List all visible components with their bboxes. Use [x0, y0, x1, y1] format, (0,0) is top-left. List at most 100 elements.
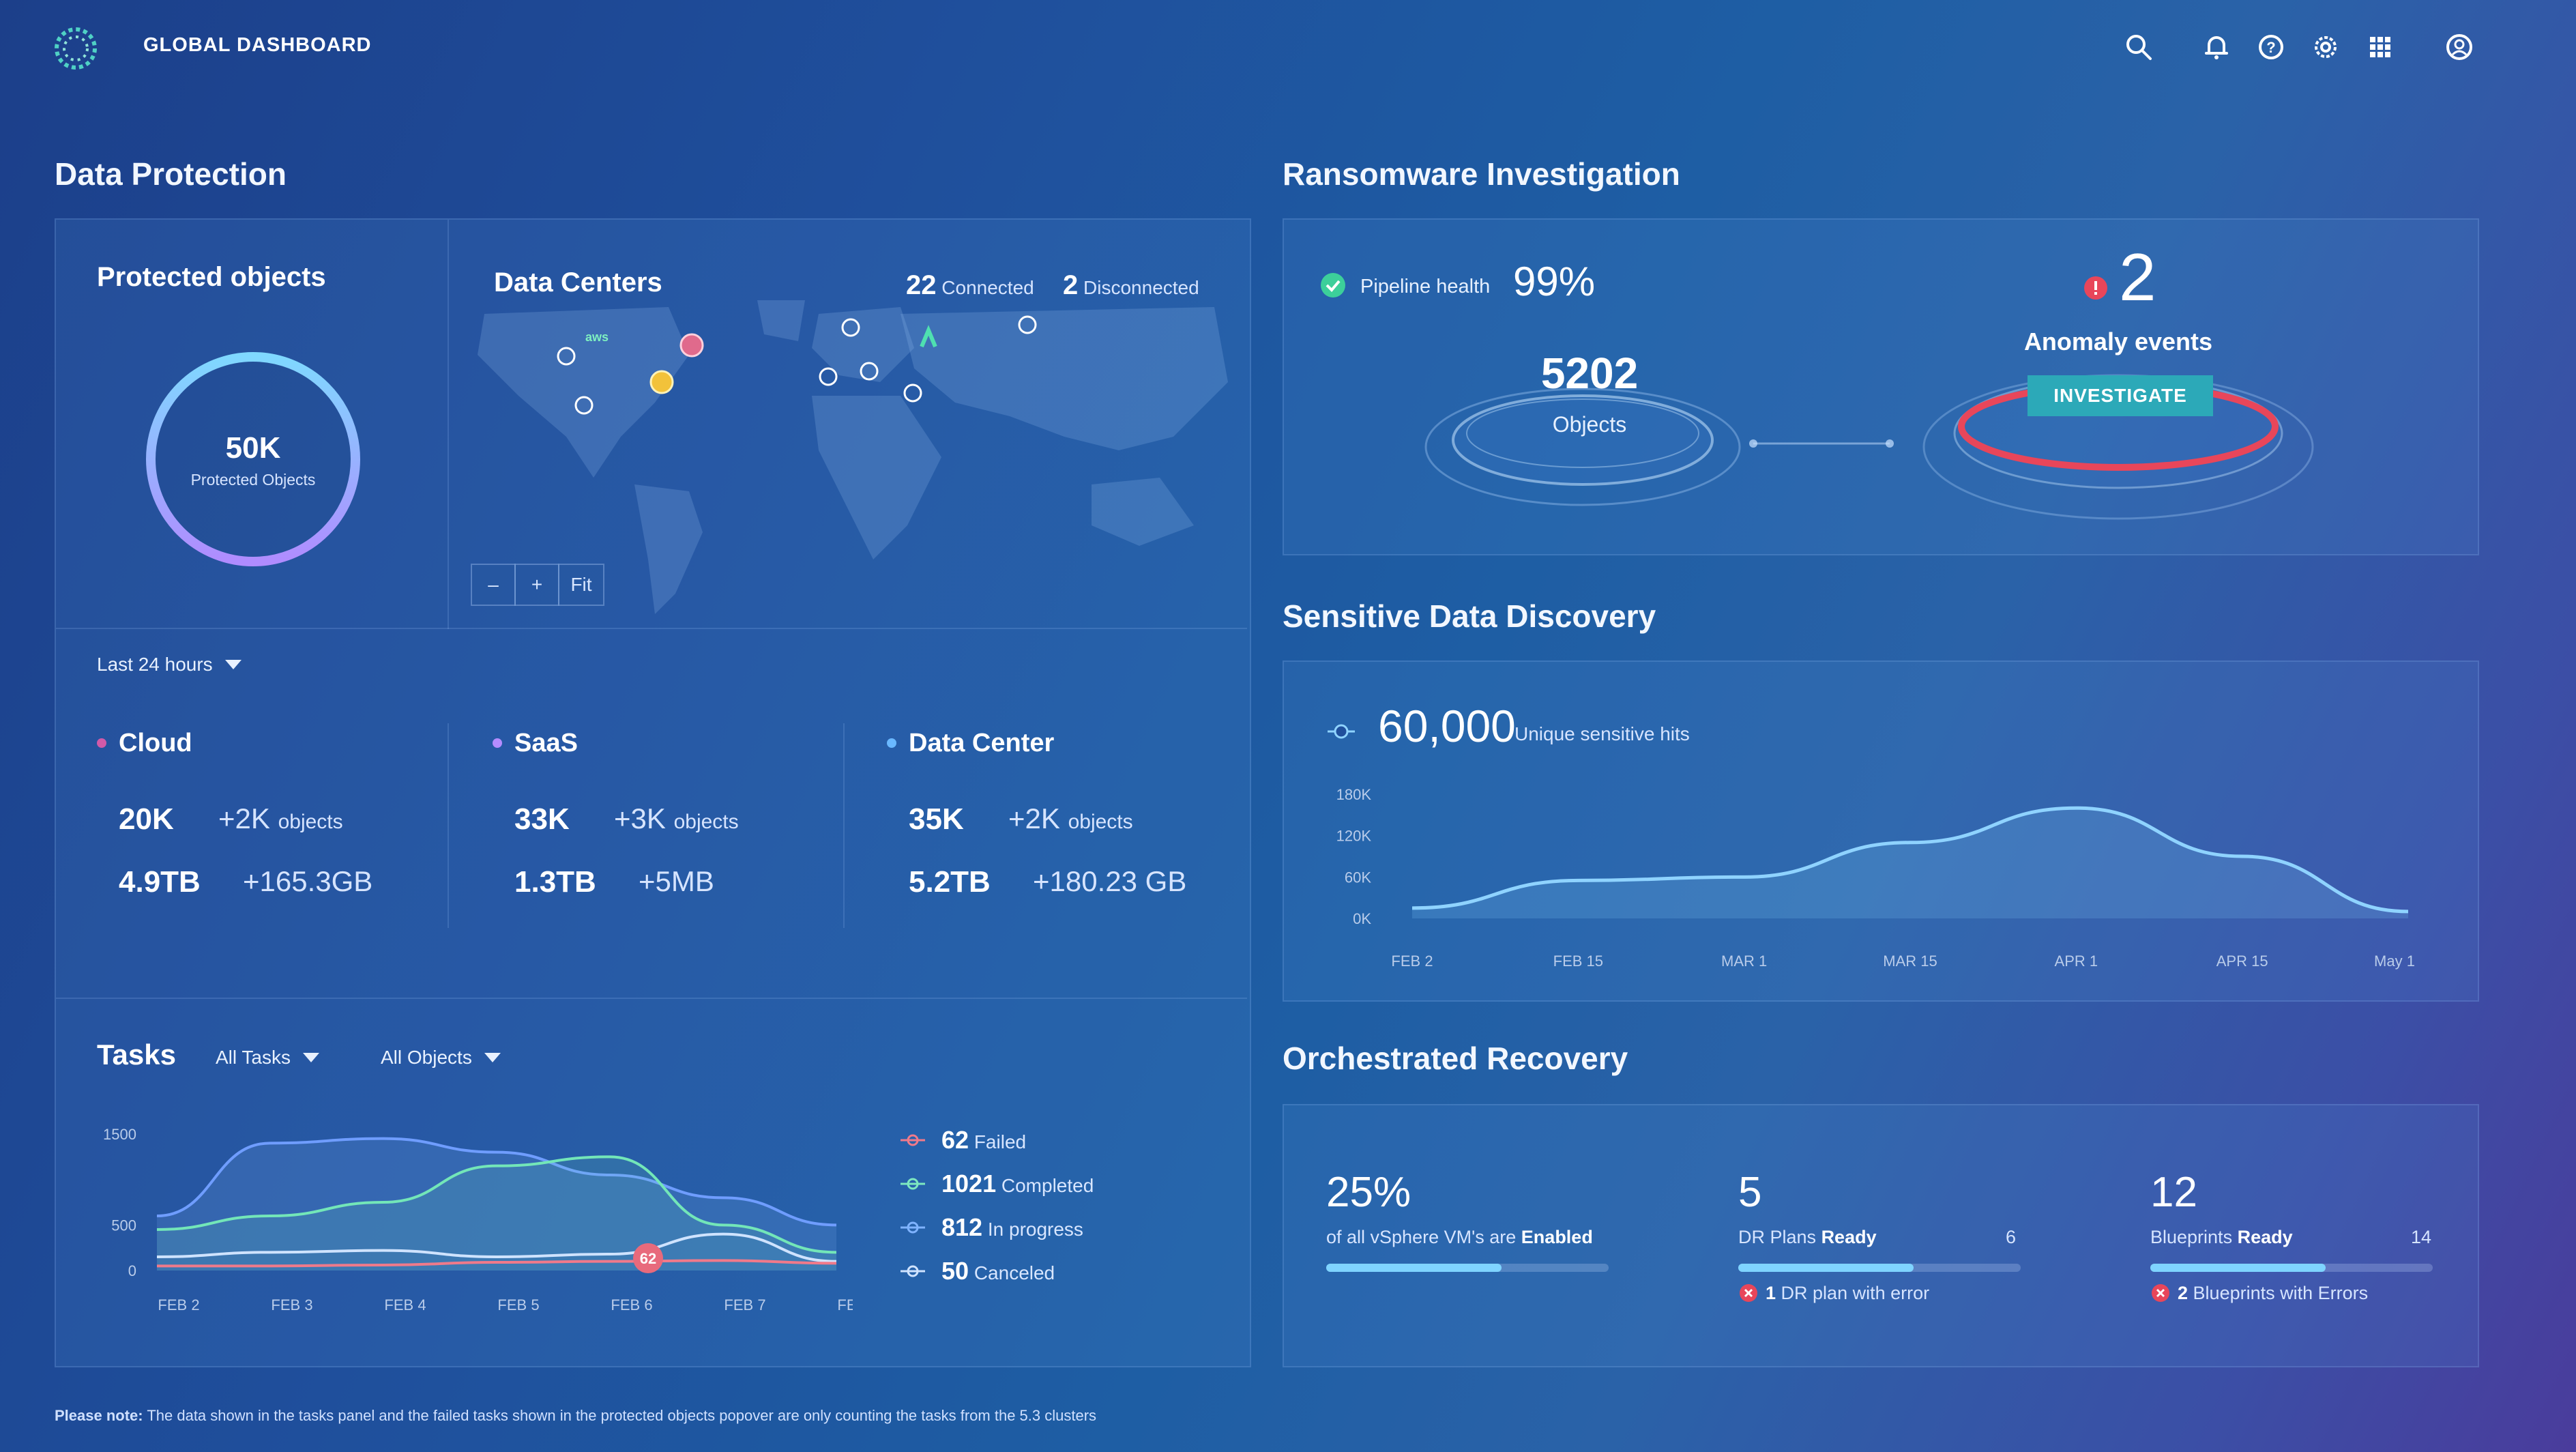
y-tick-label: 0K [1353, 910, 1371, 927]
chevron-down-icon [224, 660, 241, 669]
sensitive-label: Unique sensitive hits [1514, 723, 1690, 744]
fit-button[interactable]: Fit [558, 564, 604, 606]
sensitive-chart[interactable]: 180K 120K 60K 0K FEB 2 FEB 15 MAR 1 MAR 15 APR 1… [1317, 778, 2435, 983]
bp-error-label[interactable]: 2 Blueprints with Errors [2178, 1283, 2369, 1303]
bell-icon[interactable] [2199, 30, 2234, 64]
investigate-button[interactable]: INVESTIGATE [2028, 375, 2213, 416]
sensitive-legend-icon [1328, 724, 1355, 739]
tasks-title: Tasks [97, 1039, 176, 1071]
series-area [157, 1138, 836, 1270]
logo-icon[interactable] [49, 22, 102, 75]
objects-ring [1424, 388, 1741, 506]
category-count-delta: +3K objects [614, 802, 739, 834]
x-tick-label: FEB 3 [271, 1296, 312, 1313]
category-count: 35K [909, 802, 964, 836]
zoom-out-button[interactable]: – [471, 564, 516, 606]
canceled-legend-icon [901, 1265, 925, 1277]
x-tick-label: FEB 8 [837, 1296, 853, 1313]
failed-badge-label: 62 [640, 1250, 656, 1267]
bp-label: Blueprints Ready [2150, 1227, 2293, 1247]
x-tick-label: MAR 15 [1883, 953, 1937, 970]
time-filter-dropdown[interactable]: Last 24 hours [97, 654, 241, 676]
objects-value: 5202 [1540, 349, 1639, 398]
chevron-down-icon [484, 1053, 501, 1062]
protected-objects-donut[interactable] [141, 347, 366, 572]
x-tick-label: May 1 [2374, 953, 2415, 970]
world-map[interactable] [464, 300, 1242, 621]
pipeline-health-value: 99% [1513, 259, 1596, 304]
in-progress-legend-icon [901, 1221, 925, 1234]
data-centers-title: Data Centers [494, 267, 662, 297]
bp-value: 12 [2150, 1169, 2197, 1216]
tasks-chart[interactable]: 1500 500 0 62 FEB 2 FEB 3 FEB 4 FEB 5 FEB 6 FEB 7… [89, 1112, 853, 1331]
all-tasks-label: All Tasks [216, 1047, 291, 1068]
cloud-dot-icon [97, 738, 106, 748]
help-icon[interactable]: ? [2254, 30, 2288, 64]
anomaly-label: Anomaly events [2023, 328, 2213, 355]
x-tick-label: FEB 15 [1553, 953, 1603, 970]
panel-divider [56, 998, 1247, 999]
top-bar: GLOBAL DASHBOARD ? [0, 0, 2576, 96]
objects-label: Objects [1552, 412, 1627, 437]
category-title: Data Center [909, 729, 1055, 757]
error-icon [2152, 1284, 2169, 1302]
disconnected-count: 2 Disconnected [1063, 270, 1199, 300]
x-tick-label: MAR 1 [1721, 953, 1767, 970]
category-divider [843, 723, 845, 928]
category-size: 1.3TB [514, 865, 596, 899]
x-tick-label: FEB 2 [158, 1296, 199, 1313]
dr-error-label[interactable]: 1 DR plan with error [1766, 1283, 1930, 1303]
x-tick-label: FEB 5 [497, 1296, 539, 1313]
category-divider [448, 723, 449, 928]
dr-total: 6 [2006, 1227, 2017, 1247]
time-filter-label: Last 24 hours [97, 654, 213, 675]
sensitive-panel [1283, 660, 2479, 1002]
saas-dot-icon [493, 738, 502, 748]
pipeline-health-label: Pipeline health [1360, 276, 1491, 297]
sensitive-title: Sensitive Data Discovery [1283, 598, 1656, 634]
all-objects-dropdown[interactable]: All Objects [381, 1047, 501, 1069]
legend-canceled[interactable]: 50 Canceled [901, 1257, 1055, 1286]
protected-objects-label: Protected Objects [190, 471, 316, 489]
ransomware-title: Ransomware Investigation [1283, 156, 1680, 192]
apps-grid-icon[interactable] [2363, 30, 2397, 64]
zoom-in-button[interactable]: + [514, 564, 559, 606]
category-count-delta: +2K objects [218, 802, 343, 834]
series-area [1412, 808, 2408, 918]
gear-icon[interactable] [2309, 30, 2343, 64]
y-tick-label: 1500 [103, 1126, 136, 1143]
series-line-in-progress [156, 1137, 837, 1227]
x-tick-label: FEB 6 [611, 1296, 652, 1313]
y-tick-label: 60K [1345, 869, 1371, 886]
series-line [1411, 806, 2409, 914]
vm-progress-fill [1326, 1264, 1502, 1272]
series-line-failed [156, 1259, 837, 1268]
data-protection-title: Data Protection [55, 156, 287, 192]
all-tasks-dropdown[interactable]: All Tasks [216, 1047, 319, 1069]
search-icon[interactable] [2122, 30, 2156, 64]
vm-progress [1326, 1264, 1609, 1272]
footer-note: Please note: The data shown in the tasks… [55, 1407, 1097, 1424]
protected-objects-value: 50K [225, 431, 281, 465]
aws-badge: aws [585, 330, 609, 344]
anomaly-value: 2 [2119, 239, 2156, 315]
legend-in-progress[interactable]: 812 In progress [901, 1213, 1083, 1242]
connected-count: 22 Connected [906, 270, 1034, 300]
sensitive-value: 60,000 [1378, 701, 1516, 751]
legend-failed[interactable]: 62 Failed [901, 1126, 1026, 1155]
y-tick-label: 500 [111, 1217, 136, 1234]
bp-progress [2150, 1264, 2433, 1272]
all-objects-label: All Objects [381, 1047, 472, 1068]
svg-text:?: ? [2266, 39, 2275, 56]
category-size: 5.2TB [909, 865, 991, 899]
vm-value: 25% [1326, 1169, 1411, 1216]
x-tick-label: APR 1 [2055, 953, 2098, 970]
bp-progress-fill [2150, 1264, 2326, 1272]
x-tick-label: FEB 7 [724, 1296, 765, 1313]
vm-label: of all vSphere VM's are Enabled [1326, 1227, 1593, 1247]
continents [478, 300, 1228, 614]
legend-completed[interactable]: 1021 Completed [901, 1170, 1094, 1198]
y-tick-label: 180K [1336, 786, 1372, 803]
user-icon[interactable] [2442, 30, 2476, 64]
failed-badge[interactable] [633, 1243, 663, 1273]
